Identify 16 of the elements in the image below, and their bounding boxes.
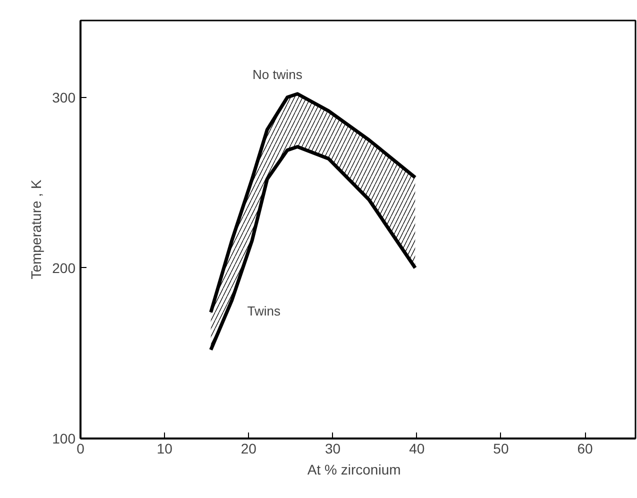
annotation: No twins [252, 66, 303, 82]
x-tick-label: 10 [156, 440, 173, 456]
y-axis-title: Temperature , K [28, 179, 44, 280]
x-tick-label: 0 [76, 440, 85, 456]
y-tick-label: 100 [52, 430, 76, 446]
line-series [209, 92, 417, 314]
x-tick-label: 40 [409, 440, 425, 456]
y-tick-label: 300 [52, 89, 76, 106]
x-tick-label: 20 [240, 440, 257, 456]
x-tick-label: 30 [324, 440, 341, 456]
x-tick-label: 60 [577, 440, 594, 456]
y-tick-label: 200 [52, 260, 76, 276]
x-tick-label: 50 [493, 440, 509, 456]
annotation: Twins [247, 303, 281, 318]
line-series [209, 145, 417, 352]
x-axis-title: At % zirconium [307, 462, 401, 478]
